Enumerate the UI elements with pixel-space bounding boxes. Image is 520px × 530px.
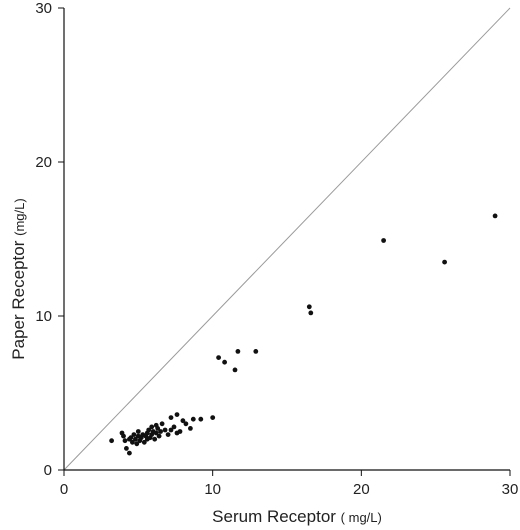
data-point (306, 304, 312, 310)
data-point (131, 432, 137, 437)
data-point (159, 421, 165, 427)
data-point (146, 427, 152, 433)
data-point (122, 438, 128, 444)
data-point (141, 439, 147, 445)
y-axis-label: Paper Receptor (9, 240, 28, 359)
y-axis-title: Paper Receptor (mg/L) (9, 198, 28, 359)
identity-line (63, 7, 511, 471)
data-point (492, 213, 498, 219)
y-tick-label: 10 (35, 308, 52, 325)
y-axis-unit: (mg/L) (12, 198, 27, 236)
y-tick-label: 30 (35, 0, 52, 17)
data-point (188, 426, 193, 431)
data-point (183, 421, 189, 427)
data-point (135, 429, 141, 434)
x-tick-label: 20 (353, 481, 370, 498)
reference-line-layer (63, 7, 511, 471)
data-point (130, 439, 135, 445)
data-point (134, 441, 140, 447)
y-tick-label: 0 (44, 462, 52, 479)
x-tick-label: 0 (60, 481, 68, 498)
x-axis-label: Serum Receptor (212, 507, 336, 526)
data-point (128, 435, 134, 441)
data-point (165, 432, 171, 437)
data-point (216, 355, 222, 360)
data-point (133, 436, 138, 442)
data-point (198, 416, 204, 422)
data-point (381, 238, 386, 243)
data-point (168, 427, 174, 433)
data-point (153, 430, 159, 436)
data-point (308, 310, 314, 316)
x-axis-title: Serum Receptor ( mg/L) (212, 507, 382, 526)
data-point (162, 427, 168, 433)
data-point (235, 349, 241, 354)
data-point (210, 415, 216, 420)
data-point (149, 424, 155, 430)
data-point (156, 433, 162, 439)
data-point (190, 416, 196, 422)
ticks: 0 10 20 30 0 10 20 30 (35, 0, 518, 498)
data-point (180, 418, 186, 424)
x-tick-label: 30 (502, 481, 519, 498)
data-point (109, 438, 114, 444)
data-points (109, 213, 498, 456)
axes (63, 8, 510, 471)
data-point (222, 359, 228, 365)
data-point (126, 450, 132, 456)
x-tick-label: 10 (204, 481, 221, 498)
data-point (124, 446, 129, 451)
data-point (174, 412, 180, 417)
data-point (177, 429, 183, 434)
data-point (158, 429, 164, 434)
data-point (152, 436, 158, 442)
data-point (442, 259, 447, 265)
data-point (232, 367, 238, 373)
data-point (253, 349, 259, 354)
data-point (121, 433, 126, 439)
data-point (155, 426, 161, 431)
data-point (171, 424, 177, 430)
data-point (168, 415, 174, 420)
y-tick-label: 20 (35, 154, 52, 171)
x-axis-unit: ( mg/L) (341, 510, 382, 525)
